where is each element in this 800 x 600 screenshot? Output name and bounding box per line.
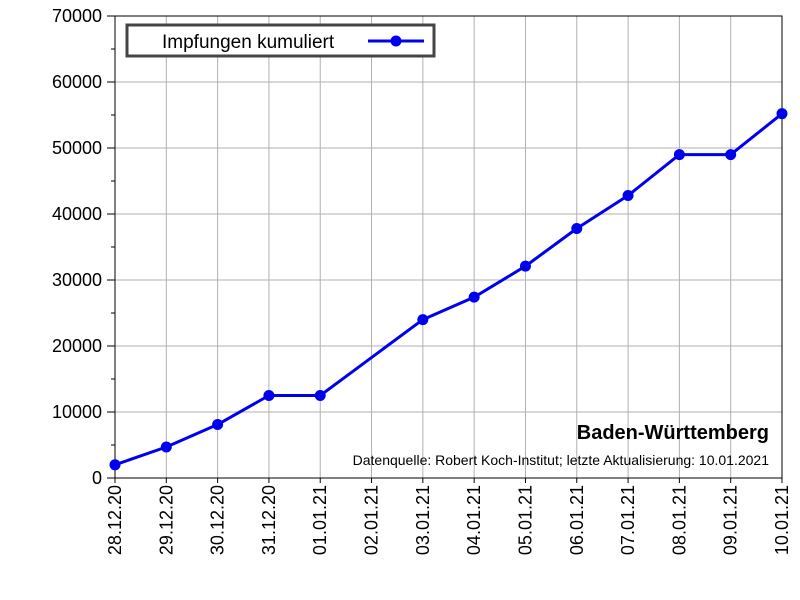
y-tick-label: 0 xyxy=(92,468,102,488)
series-layer xyxy=(109,108,788,471)
y-tick-label: 20000 xyxy=(52,336,102,356)
data-point xyxy=(673,149,685,161)
x-tick-label: 02.01.21 xyxy=(362,485,382,555)
x-tick-label: 10.01.21 xyxy=(772,485,792,555)
x-tick-label: 04.01.21 xyxy=(464,485,484,555)
x-axis: 28.12.20 29.12.20 30.12.20 31.12.20 01.01.21… xyxy=(105,478,792,555)
data-point xyxy=(519,260,531,272)
data-point xyxy=(417,314,429,326)
data-point xyxy=(263,390,275,401)
y-tick-label: 30000 xyxy=(52,270,102,290)
data-point xyxy=(314,390,326,401)
data-point xyxy=(109,459,121,471)
data-point xyxy=(725,149,737,161)
data-point xyxy=(622,190,634,202)
y-tick-label: 60000 xyxy=(52,72,102,92)
data-point xyxy=(212,419,224,431)
x-tick-label: 06.01.21 xyxy=(567,485,587,555)
plot-frame xyxy=(114,15,783,479)
x-tick-label: 08.01.21 xyxy=(669,485,689,555)
legend-marker-sample xyxy=(390,35,402,47)
grid-lines xyxy=(114,15,783,479)
x-tick-label: 29.12.20 xyxy=(156,485,176,555)
x-tick-label: 31.12.20 xyxy=(259,485,279,555)
y-tick-label: 10000 xyxy=(52,402,102,422)
chart-title: Baden-Württemberg xyxy=(577,422,769,444)
y-axis: 0 10000 20000 30000 40000 50000 60000 70000 xyxy=(52,6,115,488)
x-tick-label: 07.01.21 xyxy=(618,485,638,555)
x-tick-label: 03.01.21 xyxy=(413,485,433,555)
data-point xyxy=(160,441,172,453)
data-point xyxy=(468,291,480,303)
legend-label: Impfungen kumuliert xyxy=(162,32,335,53)
x-tick-label: 05.01.21 xyxy=(515,485,535,555)
data-point xyxy=(776,108,788,120)
y-tick-label: 40000 xyxy=(52,204,102,224)
data-source-note: Datenquelle: Robert Koch-Institut; letzt… xyxy=(353,452,770,468)
y-tick-label: 70000 xyxy=(52,6,102,26)
legend: Impfungen kumuliert xyxy=(125,23,436,58)
x-tick-label: 30.12.20 xyxy=(208,485,228,555)
data-point xyxy=(571,223,583,235)
y-tick-label: 50000 xyxy=(52,138,102,158)
x-tick-label: 01.01.21 xyxy=(310,485,330,555)
x-tick-label: 09.01.21 xyxy=(721,485,741,555)
x-tick-label: 28.12.20 xyxy=(105,485,125,555)
